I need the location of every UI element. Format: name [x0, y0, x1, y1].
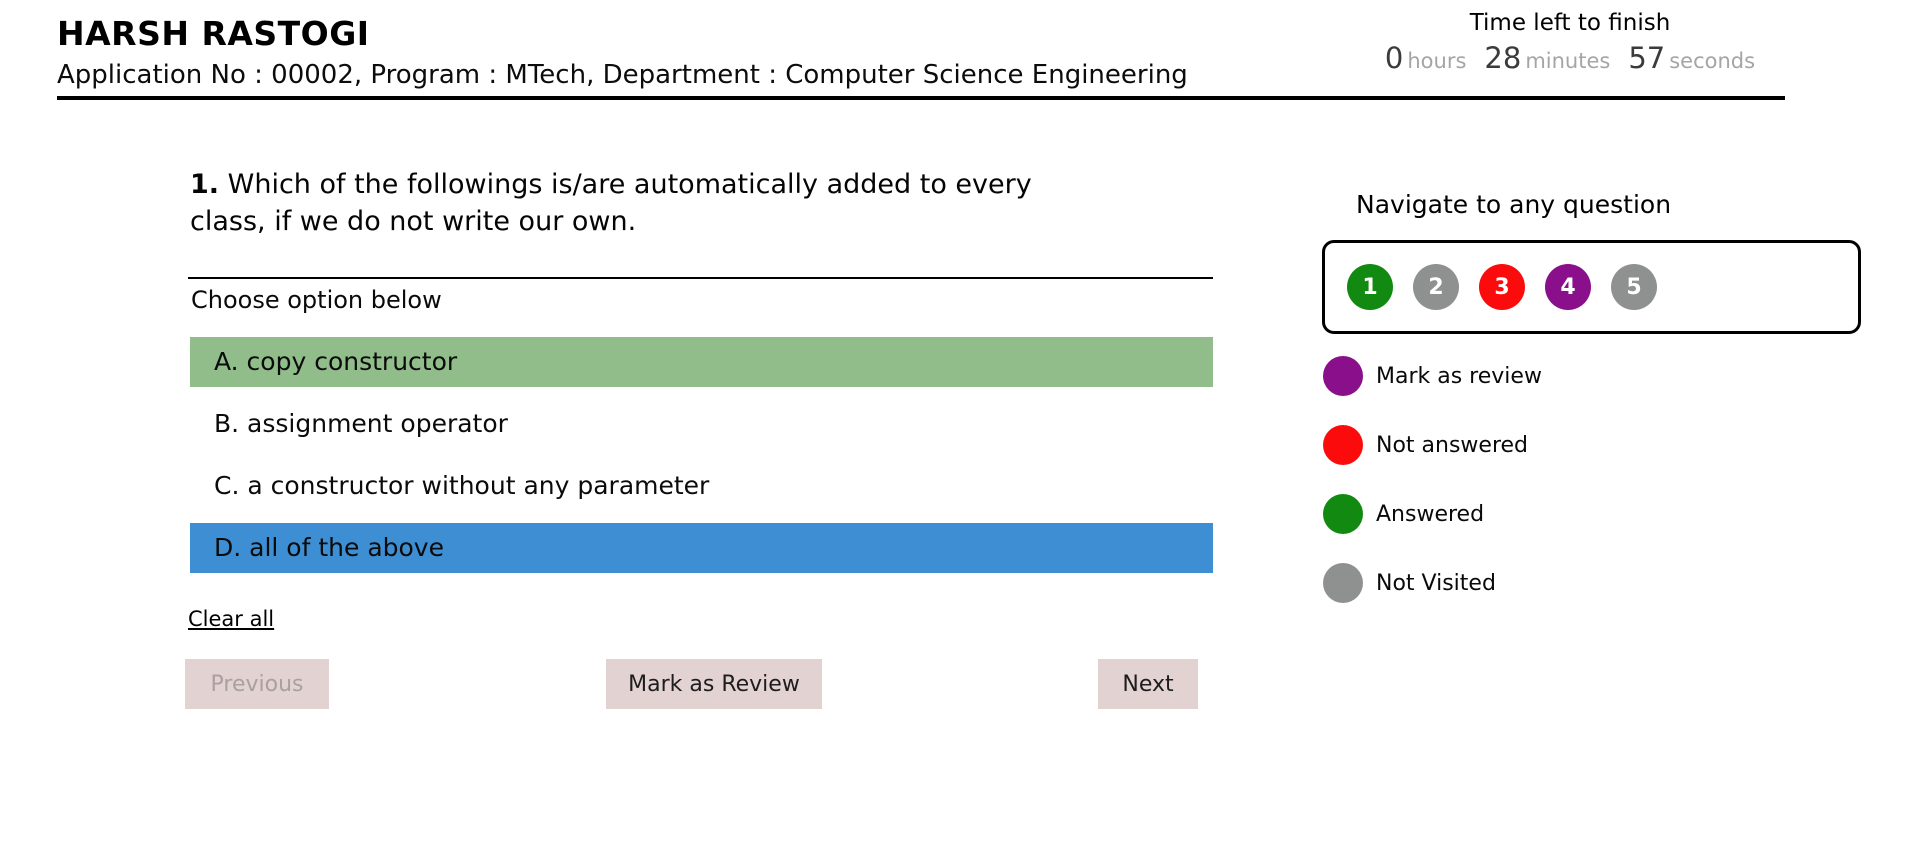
- question-divider: [188, 277, 1213, 279]
- legend-item-answered: Answered: [1323, 494, 1484, 534]
- question-navigator-panel: 1 2 3 4 5: [1322, 240, 1861, 334]
- timer-title: Time left to finish: [1469, 10, 1671, 36]
- next-button[interactable]: Next: [1098, 659, 1198, 709]
- legend-item-not-visited: Not Visited: [1323, 563, 1496, 603]
- legend-label-answered: Answered: [1376, 501, 1485, 527]
- legend-label-not-answered: Not answered: [1376, 432, 1529, 458]
- timer-seconds-unit: seconds: [1669, 49, 1756, 73]
- timer-hours-unit: hours: [1407, 49, 1467, 73]
- question-nav-circle-2[interactable]: 2: [1413, 264, 1459, 310]
- option-row-c[interactable]: C. a constructor without any parameter: [214, 471, 710, 500]
- not-answered-status-icon: [1323, 425, 1363, 465]
- choose-option-label: Choose option below: [191, 286, 442, 314]
- question-nav-circle-1[interactable]: 1: [1347, 264, 1393, 310]
- timer-seconds-value: 57: [1628, 41, 1666, 75]
- timer-hours: 0 hours: [1385, 41, 1467, 75]
- question-nav-circle-3[interactable]: 3: [1479, 264, 1525, 310]
- options-list: A. copy constructor B. assignment operat…: [190, 337, 1213, 585]
- timer-minutes-unit: minutes: [1525, 49, 1611, 73]
- question-number: 1.: [190, 169, 220, 200]
- timer-seconds: 57 seconds: [1628, 41, 1755, 75]
- timer-countdown: 0 hours 28 minutes 57 seconds: [1370, 41, 1770, 75]
- timer-minutes-value: 28: [1484, 41, 1522, 75]
- legend-item-not-answered: Not answered: [1323, 425, 1528, 465]
- header-divider: [57, 96, 1785, 100]
- option-row-b[interactable]: B. assignment operator: [214, 409, 508, 438]
- timer-minutes: 28 minutes: [1484, 41, 1610, 75]
- clear-all-link[interactable]: Clear all: [188, 607, 275, 631]
- timer: Time left to finish 0 hours 28 minutes 57 s…: [1370, 10, 1770, 75]
- legend-label-review: Mark as review: [1376, 363, 1542, 389]
- question-nav-circle-5[interactable]: 5: [1611, 264, 1657, 310]
- question-nav-circle-4[interactable]: 4: [1545, 264, 1591, 310]
- review-status-icon: [1323, 356, 1363, 396]
- not-visited-status-icon: [1323, 563, 1363, 603]
- mark-as-review-button[interactable]: Mark as Review: [606, 659, 822, 709]
- previous-button[interactable]: Previous: [185, 659, 329, 709]
- application-details: Application No : 00002, Program : MTech,…: [57, 60, 1188, 90]
- option-row-a[interactable]: A. copy constructor: [190, 337, 1213, 387]
- timer-hours-value: 0: [1384, 41, 1404, 75]
- legend-label-not-visited: Not Visited: [1376, 570, 1496, 596]
- legend-item-review: Mark as review: [1323, 356, 1542, 396]
- option-row-d[interactable]: D. all of the above: [190, 523, 1213, 573]
- question-text: Which of the followings is/are automatic…: [190, 169, 1032, 237]
- navigator-title: Navigate to any question: [1356, 190, 1672, 219]
- answered-status-icon: [1323, 494, 1363, 534]
- candidate-name: HARSH RASTOGI: [57, 14, 370, 53]
- question-block: 1. Which of the followings is/are automa…: [190, 166, 1115, 240]
